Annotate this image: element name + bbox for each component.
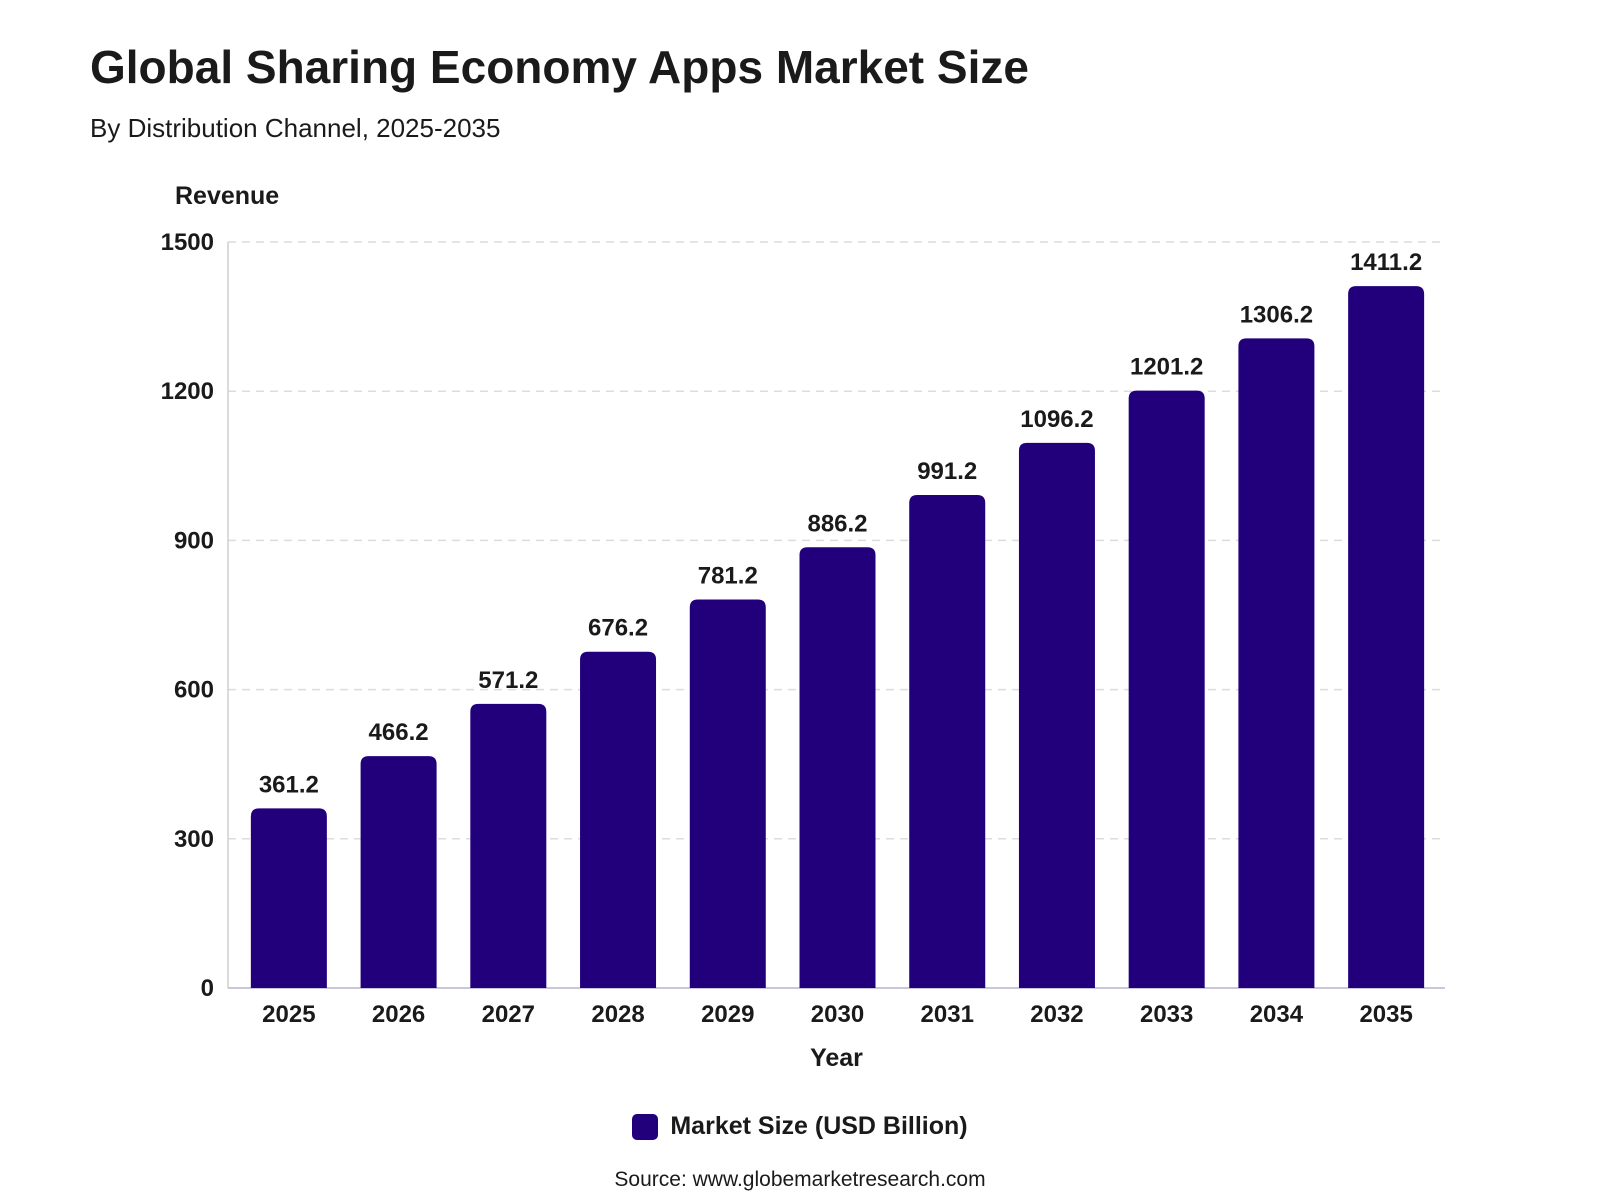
data-label: 781.2 xyxy=(698,562,758,589)
x-tick-label: 2031 xyxy=(921,1001,974,1028)
data-label: 991.2 xyxy=(917,458,977,485)
x-tick-label: 2025 xyxy=(262,1001,315,1028)
y-tick-label: 900 xyxy=(174,527,214,554)
data-label: 1096.2 xyxy=(1020,406,1093,433)
x-tick-label: 2030 xyxy=(811,1001,864,1028)
data-label: 1411.2 xyxy=(1350,249,1422,276)
x-tick-label: 2034 xyxy=(1250,1001,1304,1028)
data-label: 1306.2 xyxy=(1240,301,1313,328)
bar xyxy=(689,599,766,988)
legend-label: Market Size (USD Billion) xyxy=(670,1112,968,1140)
x-axis-title: Year xyxy=(810,1044,863,1072)
x-tick-label: 2027 xyxy=(482,1001,535,1028)
source-text: Source: www.globemarketresearch.com xyxy=(614,1168,986,1191)
data-label: 886.2 xyxy=(807,510,867,537)
y-tick-label: 600 xyxy=(174,677,214,704)
bar xyxy=(1238,338,1315,989)
bar xyxy=(1018,442,1095,988)
x-tick-label: 2029 xyxy=(701,1001,754,1028)
data-label: 466.2 xyxy=(369,719,429,746)
bar xyxy=(360,756,437,988)
y-tick-label: 1500 xyxy=(161,229,214,256)
legend-swatch xyxy=(632,1113,659,1140)
x-tick-label: 2032 xyxy=(1030,1001,1083,1028)
bar xyxy=(580,651,657,988)
y-tick-label: 300 xyxy=(174,826,214,853)
y-tick-label: 1200 xyxy=(161,378,214,405)
bar xyxy=(1128,390,1205,988)
bar xyxy=(470,703,547,988)
data-label: 361.2 xyxy=(259,771,319,798)
x-tick-label: 2035 xyxy=(1359,1001,1412,1028)
y-axis-title: Revenue xyxy=(175,182,279,210)
chart-subtitle: By Distribution Channel, 2025-2035 xyxy=(90,113,501,143)
bar-chart: 0 300 600 900 1200 1500 Revenue 361.2 2025 466.2 2… xyxy=(161,182,1445,1072)
bar xyxy=(799,547,876,988)
bar xyxy=(250,808,327,988)
data-label: 1201.2 xyxy=(1130,354,1203,381)
bar xyxy=(909,495,986,988)
x-tick-label: 2033 xyxy=(1140,1001,1193,1028)
bar xyxy=(1348,286,1425,988)
x-tick-label: 2026 xyxy=(372,1001,425,1028)
legend: Market Size (USD Billion) xyxy=(0,1112,1600,1141)
data-label: 676.2 xyxy=(588,615,648,642)
y-tick-label: 0 xyxy=(201,975,214,1002)
chart-title: Global Sharing Economy Apps Market Size xyxy=(90,41,1029,93)
data-label: 571.2 xyxy=(478,667,538,694)
x-tick-label: 2028 xyxy=(591,1001,644,1028)
